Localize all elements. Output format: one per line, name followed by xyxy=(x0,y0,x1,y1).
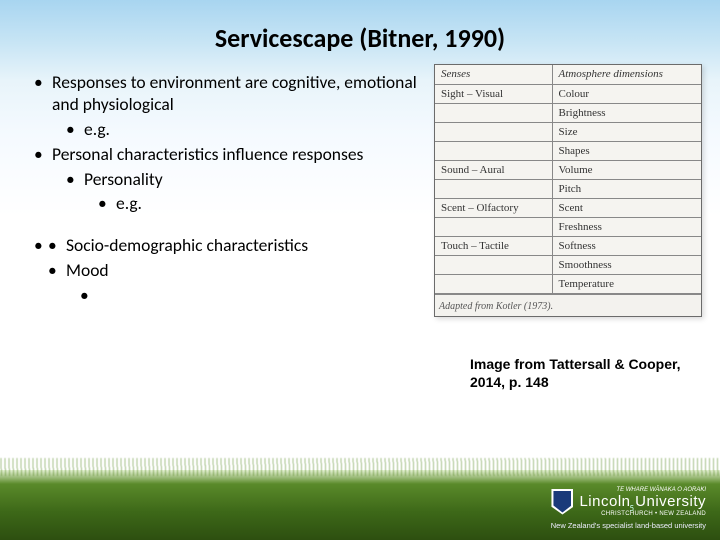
image-credit: Image from Tattersall & Cooper, 2014, p.… xyxy=(470,356,690,391)
table-row: Scent – OlfactoryScent xyxy=(435,198,701,217)
university-name: Lincoln University xyxy=(579,493,706,510)
table-header-row: Senses Atmosphere dimensions xyxy=(435,65,701,84)
bullet-text: Mood xyxy=(66,259,109,281)
table-caption: Adapted from Kotler (1973). xyxy=(435,294,701,316)
university-logo-block: TE WHARE WĀNAKA O AORAKI Lincoln Univers… xyxy=(551,486,706,530)
bullet-1a: e.g. xyxy=(66,119,424,141)
bullet-text: Personality xyxy=(84,168,163,190)
table-header-cell: Senses xyxy=(435,65,552,84)
senses-table: Senses Atmosphere dimensions Sight – Vis… xyxy=(434,64,702,317)
table-row: Freshness xyxy=(435,217,701,236)
bullet-2: Personal characteristics influence respo… xyxy=(34,144,424,216)
bullet-2b: Socio-demographic characteristics xyxy=(48,235,424,257)
university-subtitle: CHRISTCHURCH • NEW ZEALAND xyxy=(579,511,706,517)
table-header-cell: Atmosphere dimensions xyxy=(552,65,701,84)
bullet-2a: Personality e.g. xyxy=(66,169,424,216)
table-row: Sound – AuralVolume xyxy=(435,160,701,179)
university-tagline: New Zealand's specialist land-based univ… xyxy=(551,521,706,530)
bullet-1: Responses to environment are cognitive, … xyxy=(34,72,424,141)
table-row: Touch – TactileSoftness xyxy=(435,236,701,255)
table-row: Pitch xyxy=(435,179,701,198)
bullet-content: Responses to environment are cognitive, … xyxy=(34,72,424,285)
bullet-text: Personal characteristics influence respo… xyxy=(52,143,363,165)
crest-icon xyxy=(551,489,573,515)
slide: Servicescape (Bitner, 1990) Responses to… xyxy=(0,0,720,540)
bullet-2a1: e.g. xyxy=(98,193,424,215)
table-row: Shapes xyxy=(435,141,701,160)
table-row: Temperature xyxy=(435,274,701,293)
table-row: Size xyxy=(435,122,701,141)
table-row: Smoothness xyxy=(435,255,701,274)
bullet-text: Responses to environment are cognitive, … xyxy=(52,71,417,115)
table-row: Brightness xyxy=(435,103,701,122)
spacer xyxy=(34,218,424,232)
table-row: Sight – VisualColour xyxy=(435,84,701,103)
slide-title: Servicescape (Bitner, 1990) xyxy=(0,22,720,54)
bullet-2c: Mood xyxy=(48,260,424,282)
